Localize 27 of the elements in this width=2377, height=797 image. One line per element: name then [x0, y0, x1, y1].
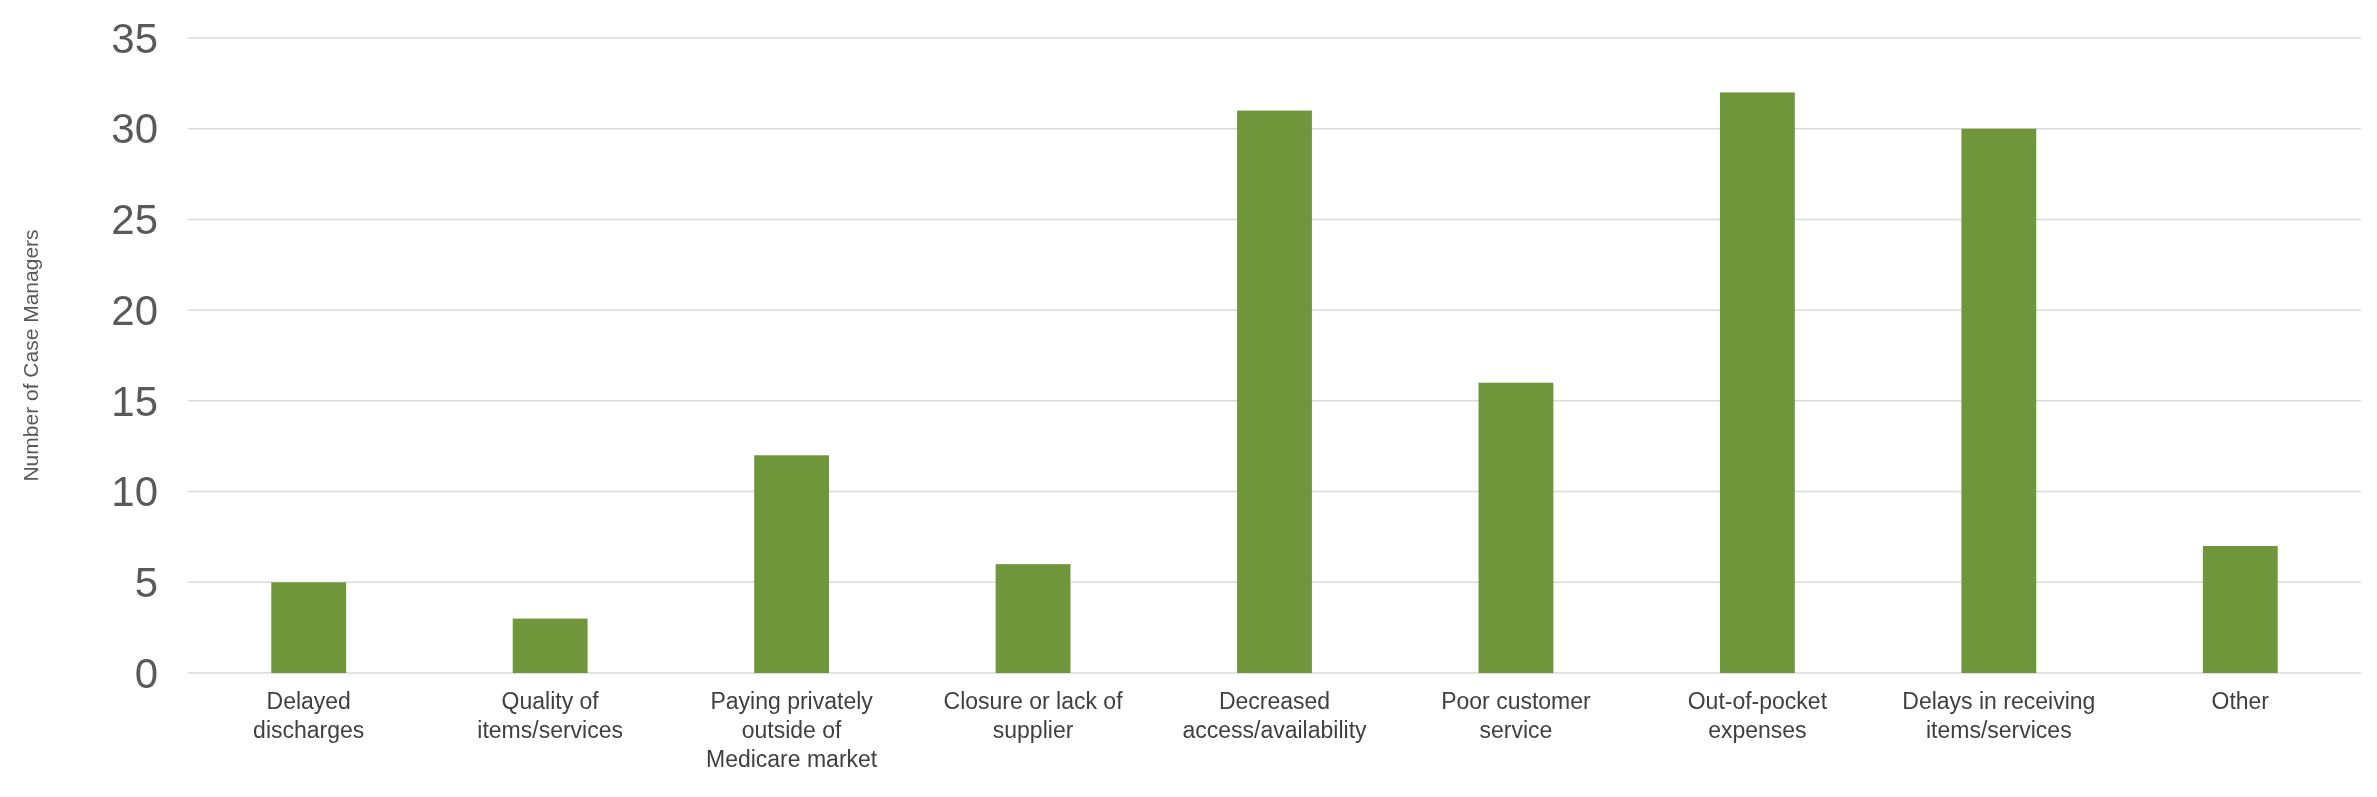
bar	[2202, 546, 2278, 673]
x-tick-label: Out-of-pocket expenses	[1687, 688, 1828, 743]
x-tick-label: Poor customer service	[1441, 688, 1592, 743]
x-tick-label: Other	[2211, 688, 2270, 714]
y-tick-label: 20	[111, 286, 158, 334]
x-tick-label: Paying privately outside of Medicare market	[705, 688, 878, 772]
x-tick-label: Quality of items/services	[477, 688, 624, 743]
x-tick-label: Delayed discharges	[253, 688, 365, 743]
y-tick-label: 25	[111, 196, 158, 244]
y-tick-label: 30	[111, 105, 158, 153]
bar	[1478, 382, 1554, 673]
y-tick-label: 15	[111, 377, 158, 425]
bar	[1719, 92, 1795, 673]
x-tick-label: Delays in receiving items/services	[1902, 688, 2096, 743]
y-tick-label: 35	[111, 14, 158, 62]
bar	[512, 618, 588, 673]
x-tick-label: Decreased access/availability	[1182, 688, 1368, 743]
y-tick-label: 10	[111, 468, 158, 516]
y-tick-label: 5	[134, 558, 158, 606]
bar	[754, 455, 830, 673]
bar	[995, 564, 1071, 673]
bar	[271, 582, 347, 673]
bar	[1237, 110, 1312, 673]
y-axis-title: Number of Case Managers	[19, 229, 42, 482]
bar	[1961, 128, 2037, 673]
x-tick-label: Closure or lack of supplier	[943, 688, 1124, 743]
y-tick-label: 0	[134, 649, 158, 697]
